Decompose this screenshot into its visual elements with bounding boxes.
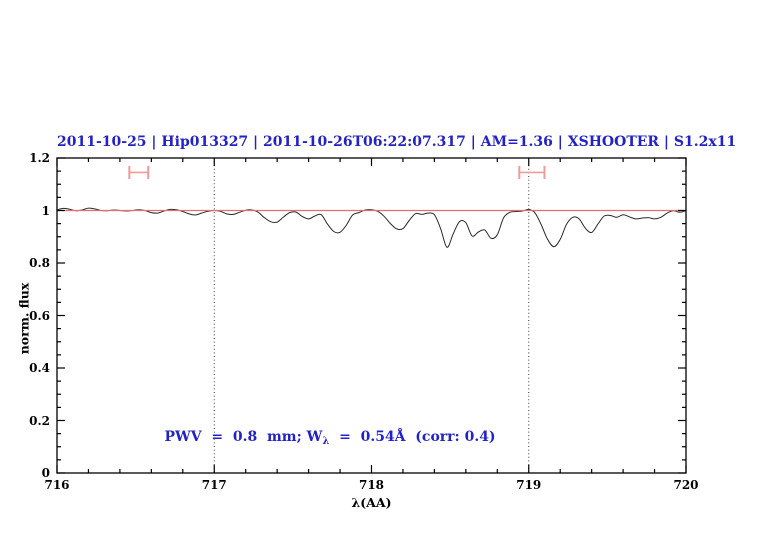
- pwv-annotation-suffix: = 0.54Å (corr: 0.4): [329, 429, 496, 445]
- y-tick-label-1: 1: [41, 203, 50, 218]
- x-tick-label-718: 718: [358, 478, 385, 492]
- pwv-annotation: PWV = 0.8 mm; Wλ = 0.54Å (corr: 0.4): [145, 413, 496, 461]
- spectrum-line: [56, 207, 687, 248]
- x-axis-label: λ(AA): [351, 495, 392, 510]
- y-tick-label-0.8: 0.8: [29, 256, 50, 270]
- pwv-annotation-prefix: PWV = 0.8 mm; W: [164, 429, 323, 445]
- x-tick-label-717: 717: [201, 478, 227, 492]
- y-tick-label-0.2: 0.2: [29, 413, 50, 428]
- x-tick-label-720: 720: [673, 478, 699, 492]
- y-tick-label-0.6: 0.6: [29, 308, 50, 323]
- x-tick-label-719: 719: [516, 478, 542, 492]
- x-tick-label-716: 716: [44, 478, 70, 492]
- pwv-annotation-subscript: λ: [322, 436, 330, 447]
- y-tick-label-1.2: 1.2: [29, 151, 50, 165]
- y-tick-label-0: 0: [41, 466, 50, 480]
- y-tick-label-0.4: 0.4: [29, 361, 50, 375]
